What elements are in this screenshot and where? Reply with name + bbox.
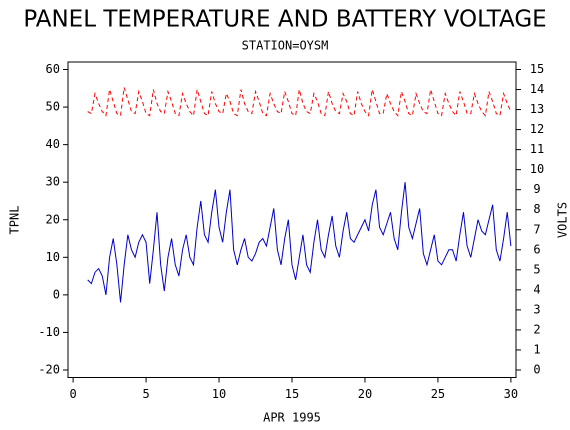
y-tick-label: -20 <box>38 362 60 376</box>
y2-tick-label: 3 <box>533 302 540 316</box>
y-axis-label: TPNL <box>8 206 22 235</box>
y2-tick-label: 14 <box>530 82 544 96</box>
y-tick-label: 0 <box>53 287 60 301</box>
y2-tick-label: 12 <box>530 122 544 136</box>
x-axis-label: APR 1995 <box>263 411 321 425</box>
chart-subtitle: STATION=OYSM <box>242 39 329 53</box>
y2-tick-label: 5 <box>533 262 540 276</box>
y2-tick-label: 7 <box>533 222 540 236</box>
x-tick-label: 0 <box>69 387 76 401</box>
y2-tick-label: 0 <box>533 362 540 376</box>
y-tick-label: 60 <box>46 62 60 76</box>
x-tick-label: 10 <box>212 387 226 401</box>
chart-title: PANEL TEMPERATURE AND BATTERY VOLTAGE <box>23 7 546 33</box>
x-tick-label: 20 <box>358 387 372 401</box>
y2-tick-label: 15 <box>530 62 544 76</box>
y2-tick-label: 13 <box>530 102 544 116</box>
y2-tick-label: 9 <box>533 182 540 196</box>
x-tick-label: 5 <box>142 387 149 401</box>
y2-tick-label: 1 <box>533 342 540 356</box>
y2-tick-label: 8 <box>533 202 540 216</box>
y2-axis-label: VOLTS <box>556 202 570 238</box>
y-tick-label: 30 <box>46 175 60 189</box>
y2-tick-label: 10 <box>530 162 544 176</box>
y-tick-label: 20 <box>46 212 60 226</box>
y2-tick-label: 2 <box>533 322 540 336</box>
y-tick-label: 10 <box>46 250 60 264</box>
x-tick-label: 15 <box>285 387 299 401</box>
y-tick-label: -10 <box>38 325 60 339</box>
data-line <box>87 87 512 117</box>
y-tick-label: 40 <box>46 137 60 151</box>
y2-tick-label: 4 <box>533 282 540 296</box>
plot-frame <box>67 61 517 378</box>
x-tick-label: 25 <box>431 387 445 401</box>
y2-tick-label: 6 <box>533 242 540 256</box>
y-tick-label: 50 <box>46 100 60 114</box>
x-tick-label: 30 <box>504 387 518 401</box>
data-line <box>87 182 512 303</box>
y2-tick-label: 11 <box>530 142 544 156</box>
